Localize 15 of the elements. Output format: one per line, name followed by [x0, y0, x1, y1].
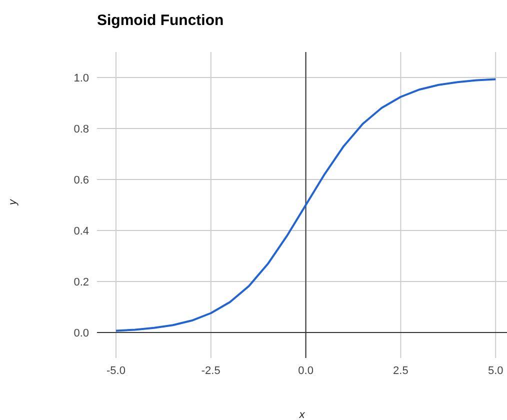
x-tick-label: -5.0: [106, 364, 126, 377]
y-tick-label: 0.8: [74, 123, 89, 136]
x-tick-label: 0.0: [298, 364, 314, 377]
y-tick-label: 0.4: [74, 225, 89, 238]
x-tick-label: -2.5: [201, 364, 220, 377]
y-tick-label: 0.0: [74, 327, 89, 340]
chart-title: Sigmoid Function: [97, 12, 224, 29]
y-axis-title: y: [6, 198, 19, 206]
y-tick-label: 1.0: [74, 72, 89, 84]
x-tick-label: 2.5: [393, 364, 408, 377]
y-tick-label: 0.2: [74, 276, 89, 288]
y-tick-label: 0.6: [74, 174, 89, 186]
line-series: [114, 78, 497, 332]
x-axis-title: x: [298, 409, 306, 420]
x-tick-label: 5.0: [488, 364, 504, 377]
